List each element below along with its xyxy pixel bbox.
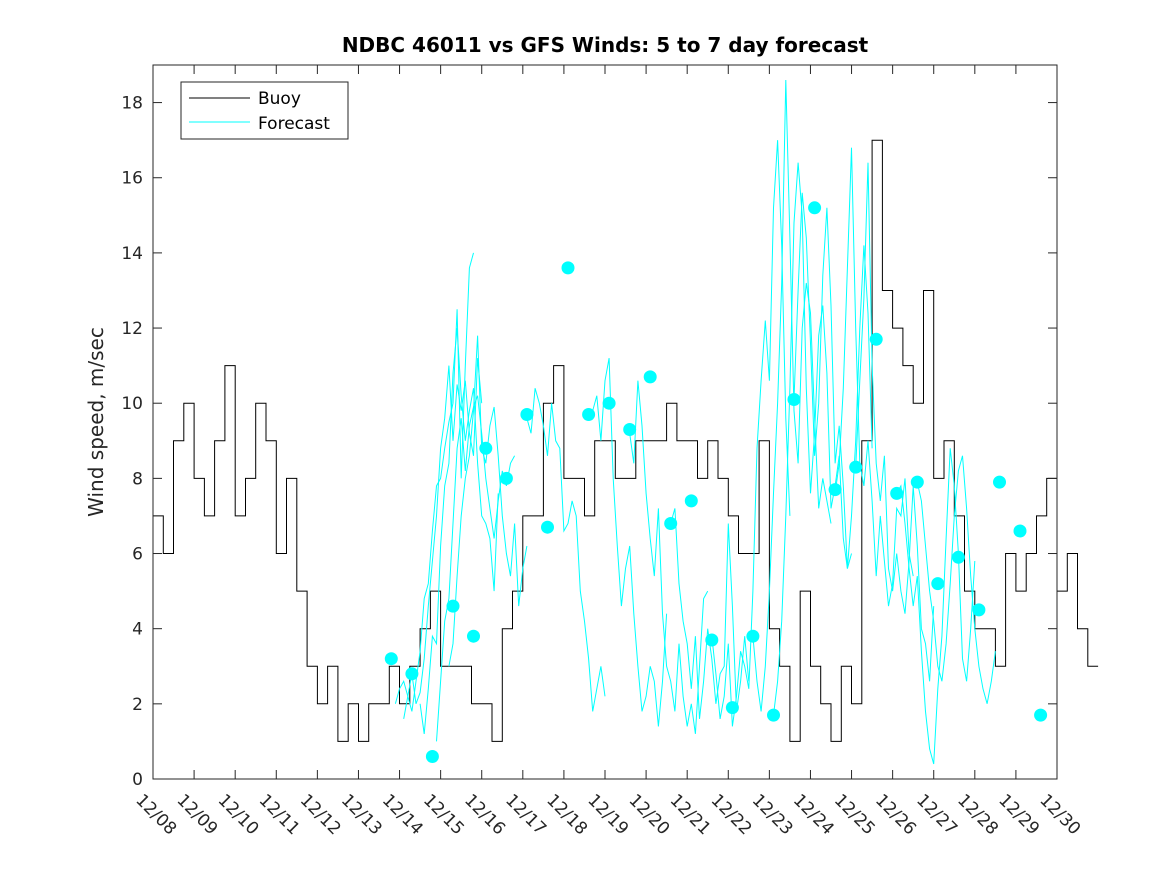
forecast-marker-22 bbox=[808, 201, 822, 215]
series-forecast-line-12 bbox=[773, 162, 852, 716]
series-forecast-line-6 bbox=[526, 388, 606, 712]
forecast-marker-24 bbox=[849, 460, 863, 474]
forecast-marker-26 bbox=[890, 486, 904, 500]
forecast-marker-33 bbox=[1034, 708, 1048, 722]
forecast-marker-8 bbox=[520, 408, 534, 421]
series-forecast-line-15 bbox=[855, 162, 935, 682]
forecast-marker-25 bbox=[869, 332, 883, 346]
chart-title: NDBC 46011 vs GFS Winds: 5 to 7 day fore… bbox=[342, 33, 869, 57]
series-forecast-line-14 bbox=[834, 147, 914, 607]
forecast-marker-9 bbox=[541, 520, 554, 534]
forecast-marker-12 bbox=[602, 396, 616, 410]
forecast-marker-2 bbox=[405, 667, 419, 681]
forecast-marker-1 bbox=[384, 652, 398, 666]
forecast-marker-14 bbox=[643, 370, 657, 384]
series-forecast-line-2 bbox=[403, 358, 483, 719]
forecast-marker-13 bbox=[623, 423, 637, 436]
forecast-marker-31 bbox=[993, 475, 1006, 489]
y-tick-label: 10 bbox=[121, 394, 143, 414]
y-tick-label: 14 bbox=[121, 244, 143, 264]
forecast-marker-16 bbox=[684, 494, 698, 508]
series-forecast-line-7 bbox=[588, 358, 668, 727]
series-forecast-line-1 bbox=[394, 252, 474, 712]
forecast-marker-7 bbox=[499, 471, 513, 485]
forecast-marker-19 bbox=[746, 629, 760, 643]
series-forecast-line-13 bbox=[793, 192, 873, 569]
forecast-marker-23 bbox=[828, 483, 842, 497]
y-tick-label: 8 bbox=[132, 469, 143, 489]
series-forecast-line-16 bbox=[896, 448, 976, 765]
forecast-marker-29 bbox=[951, 550, 965, 564]
y-tick-label: 18 bbox=[121, 94, 143, 114]
y-tick-label: 12 bbox=[121, 319, 143, 339]
forecast-marker-32 bbox=[1013, 524, 1027, 538]
forecast-marker-17 bbox=[705, 633, 719, 647]
series-buoy-line bbox=[153, 139, 1099, 742]
legend: Buoy Forecast bbox=[180, 81, 349, 140]
forecast-marker-21 bbox=[787, 393, 801, 406]
y-tick-label: 6 bbox=[132, 545, 143, 565]
forecast-marker-11 bbox=[582, 408, 596, 421]
forecast-marker-6 bbox=[479, 441, 493, 455]
forecast-marker-15 bbox=[664, 517, 678, 530]
forecast-marker-3 bbox=[425, 750, 439, 763]
forecast-marker-4 bbox=[446, 599, 460, 613]
y-tick-label: 16 bbox=[121, 169, 143, 189]
y-tick-label: 2 bbox=[132, 695, 143, 715]
y-tick-label: 0 bbox=[132, 770, 143, 790]
legend-label-forecast: Forecast bbox=[258, 114, 330, 134]
y-axis-label: Wind speed, m/sec bbox=[84, 327, 108, 517]
forecast-marker-5 bbox=[467, 629, 480, 643]
forecast-marker-20 bbox=[767, 708, 780, 722]
forecast-marker-10 bbox=[561, 261, 575, 275]
forecast-marker-30 bbox=[972, 603, 986, 617]
plot-area bbox=[153, 65, 1057, 779]
series-layer bbox=[153, 79, 1099, 765]
series-forecast-line-17 bbox=[916, 455, 996, 704]
legend-box bbox=[180, 81, 349, 140]
legend-label-buoy: Buoy bbox=[258, 89, 301, 109]
forecast-marker-27 bbox=[910, 475, 924, 489]
forecast-marker-18 bbox=[725, 701, 739, 715]
y-tick-label: 4 bbox=[132, 620, 143, 640]
series-forecast-line-8 bbox=[629, 380, 709, 734]
forecast-marker-28 bbox=[931, 577, 945, 591]
series-forecast-line-3 bbox=[419, 328, 499, 734]
